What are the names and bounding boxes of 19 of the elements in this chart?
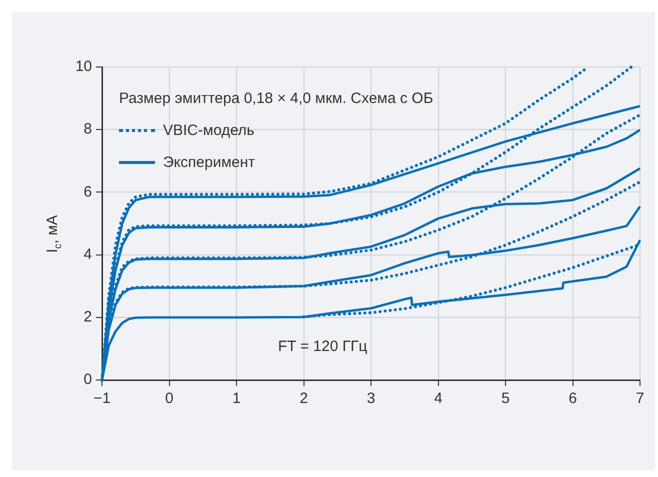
x-tick-label: 5 [501,390,510,408]
x-tick-label: 0 [165,390,174,408]
text: Размер эмиттера 0,18 × 4,0 мкм. Схема с ОБ [118,90,434,107]
y-tick-label: 10 [75,58,92,76]
x-tick-label: 7 [636,390,644,408]
x-tick-label: 6 [568,390,577,408]
y-tick-label: 0 [84,371,92,388]
x-tick-label: 4 [434,390,442,408]
legend-label: Эксперимент [163,153,256,173]
y-tick-label: 6 [84,183,92,200]
x-tick-label: −1 [93,390,111,408]
x-tick-label: 2 [300,390,308,408]
y-tick-label: 8 [84,120,92,138]
x-tick-label: 1 [232,390,241,408]
y-tick-label: 4 [84,246,92,263]
y-tick-label: 2 [84,308,92,326]
legend-label: VBIC-модель [163,121,254,141]
annotation: FT = 120 ГГц [278,338,368,355]
x-tick-label: 3 [366,390,376,408]
